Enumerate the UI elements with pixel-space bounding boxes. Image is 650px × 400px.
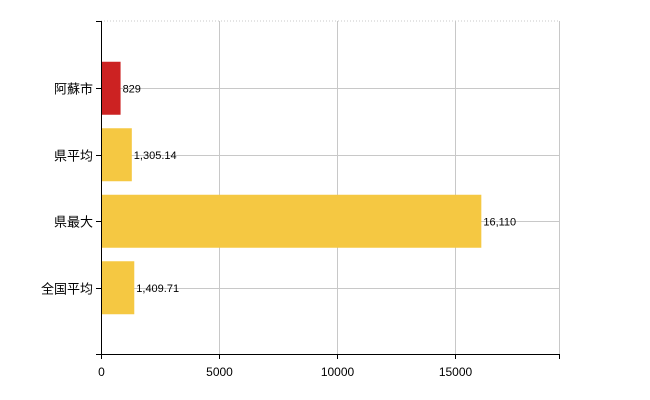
bar [101, 128, 132, 182]
data-label: 829 [123, 83, 141, 95]
x-tick-label: 0 [98, 365, 105, 379]
bar-layer [101, 61, 482, 315]
category-label: 県平均 [54, 150, 93, 165]
bar [101, 61, 121, 115]
bar [101, 194, 482, 248]
data-label: 1,305.14 [134, 150, 177, 162]
data-label: 1,409.71 [136, 283, 179, 295]
x-tick-label: 10000 [321, 365, 355, 379]
bar [101, 261, 135, 315]
axis-layer [96, 21, 560, 359]
x-tick-label: 15000 [439, 365, 473, 379]
data-label: 16,110 [483, 216, 516, 228]
category-label: 阿蘇市 [54, 82, 93, 98]
grid-layer [101, 20, 560, 354]
category-label: 全国平均 [41, 282, 93, 298]
category-label: 県最大 [54, 216, 93, 231]
x-tick-label: 5000 [206, 365, 233, 379]
